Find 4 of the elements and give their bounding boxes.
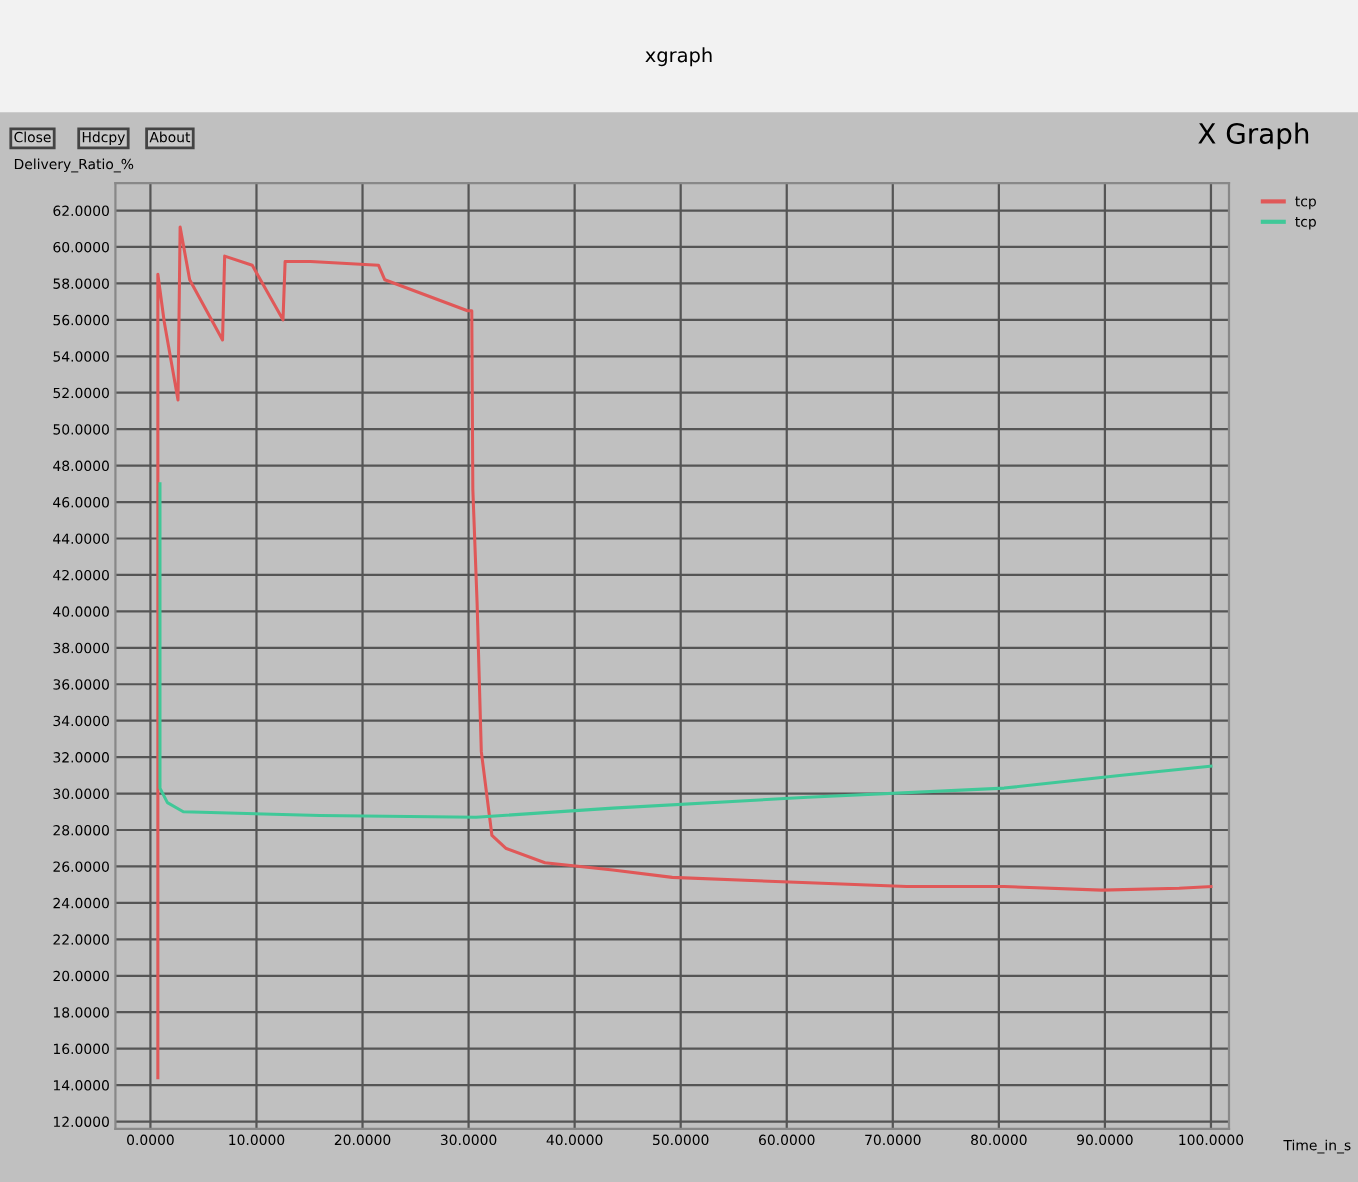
line-series	[156, 225, 1213, 1080]
chart-subtitle: X Graph	[1198, 122, 1309, 150]
line-series	[158, 482, 1213, 819]
chart-title: xgraph	[645, 47, 712, 67]
